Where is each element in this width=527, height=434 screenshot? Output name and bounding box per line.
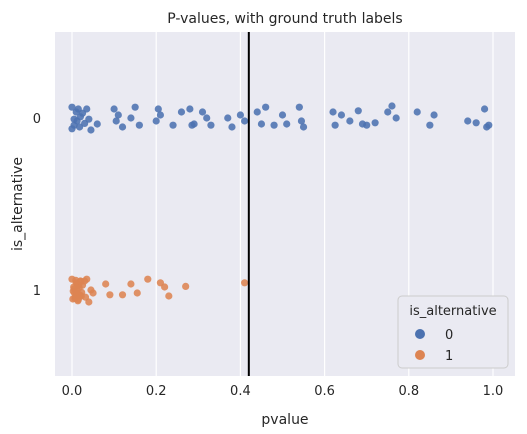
data-point-series-0 <box>346 117 354 125</box>
data-point-series-0 <box>384 108 392 116</box>
legend-marker-1 <box>415 350 425 360</box>
data-point-series-0 <box>186 105 194 113</box>
data-point-series-0 <box>131 103 139 111</box>
data-point-series-0 <box>114 111 122 119</box>
y-tick-label: 1 <box>33 284 41 299</box>
legend-label-1: 1 <box>445 349 453 364</box>
data-point-series-0 <box>127 114 135 122</box>
data-point-series-0 <box>85 115 93 123</box>
x-axis-label: pvalue <box>261 412 308 428</box>
legend-box <box>397 295 509 369</box>
data-point-series-1 <box>102 280 110 288</box>
data-point-series-0 <box>257 120 266 128</box>
x-tick-label: 0.0 <box>62 384 83 399</box>
data-point-series-0 <box>270 121 278 129</box>
data-point-series-0 <box>93 120 101 128</box>
data-point-series-0 <box>480 105 489 113</box>
data-point-series-0 <box>331 121 339 129</box>
data-point-series-0 <box>87 126 95 134</box>
data-point-series-0 <box>68 125 76 133</box>
data-point-series-0 <box>83 105 91 113</box>
data-point-series-0 <box>152 117 160 125</box>
data-point-series-1 <box>85 298 93 306</box>
data-point-series-0 <box>295 103 303 111</box>
data-point-series-0 <box>74 105 82 113</box>
data-point-series-1 <box>241 279 249 287</box>
y-tick-labels: 01 <box>33 112 41 299</box>
data-point-series-0 <box>430 111 438 119</box>
data-point-series-0 <box>118 123 127 131</box>
data-point-series-0 <box>329 108 337 116</box>
legend-marker-0 <box>415 329 425 339</box>
data-point-series-0 <box>135 121 143 129</box>
data-point-series-0 <box>75 123 84 131</box>
data-point-series-0 <box>70 115 78 123</box>
data-point-series-1 <box>127 280 135 288</box>
data-point-series-0 <box>297 117 306 125</box>
data-points <box>68 102 493 306</box>
data-point-series-0 <box>169 121 177 129</box>
data-point-series-0 <box>363 121 371 129</box>
data-point-series-0 <box>392 114 400 122</box>
y-tick-label: 0 <box>33 112 41 127</box>
legend-title: is_alternative <box>409 304 496 319</box>
data-point-series-1 <box>118 291 127 299</box>
data-point-series-0 <box>112 117 120 125</box>
data-point-series-0 <box>413 108 421 116</box>
x-tick-label: 0.2 <box>146 384 167 399</box>
x-tick-label: 1.0 <box>483 384 504 399</box>
data-point-series-1 <box>133 289 141 297</box>
data-point-series-0 <box>207 121 215 129</box>
data-point-series-0 <box>283 120 291 128</box>
data-point-series-0 <box>299 123 308 131</box>
data-point-series-0 <box>110 105 118 113</box>
data-point-series-0 <box>354 107 362 115</box>
x-tick-label: 0.6 <box>314 384 335 399</box>
x-tick-label: 0.4 <box>230 384 251 399</box>
data-point-series-0 <box>198 108 207 116</box>
x-tick-labels: 0.0 0.2 0.4 0.6 0.8 1.0 <box>62 384 504 399</box>
data-point-series-0 <box>472 119 480 127</box>
y-axis-label: is_alternative <box>10 157 26 251</box>
data-point-series-0 <box>485 121 493 129</box>
data-point-series-0 <box>203 114 211 122</box>
data-point-series-0 <box>177 108 186 116</box>
data-point-series-1 <box>165 292 173 300</box>
legend-label-0: 0 <box>445 328 453 343</box>
data-point-series-0 <box>262 103 270 111</box>
data-point-series-0 <box>236 111 244 119</box>
data-point-series-1 <box>106 291 114 299</box>
data-point-series-1 <box>182 282 190 290</box>
data-point-series-0 <box>371 119 379 127</box>
data-point-series-0 <box>224 114 232 122</box>
data-point-series-0 <box>68 103 76 111</box>
data-point-series-0 <box>241 117 249 125</box>
data-point-series-0 <box>228 123 236 131</box>
data-point-series-0 <box>154 105 162 113</box>
data-point-series-1 <box>83 275 91 283</box>
data-point-series-1 <box>89 289 97 297</box>
data-point-series-0 <box>190 120 198 128</box>
data-point-series-0 <box>253 108 261 116</box>
data-point-series-1 <box>161 283 169 291</box>
data-point-series-0 <box>278 111 287 119</box>
chart-title: P-values, with ground truth labels <box>167 11 402 27</box>
data-point-series-0 <box>426 121 434 129</box>
data-point-series-1 <box>144 275 152 283</box>
data-point-series-0 <box>156 111 165 119</box>
data-point-series-0 <box>464 117 472 125</box>
data-point-series-0 <box>388 102 396 110</box>
legend: is_alternative 0 1 <box>397 295 509 369</box>
data-point-series-0 <box>337 111 346 119</box>
x-tick-label: 0.8 <box>398 384 419 399</box>
